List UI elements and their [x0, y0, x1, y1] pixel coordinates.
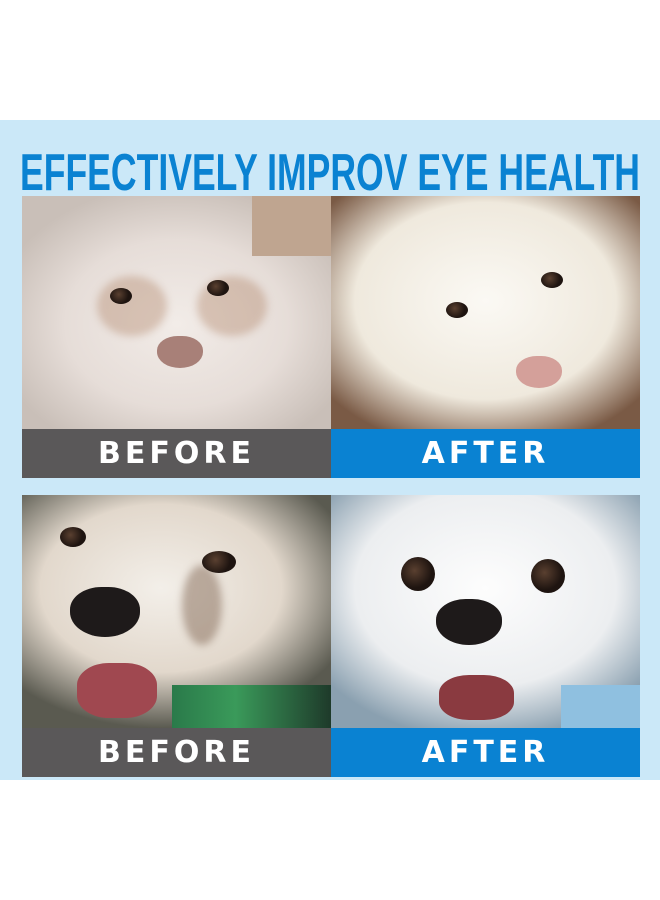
dog-eye — [531, 559, 565, 593]
tear-stain — [97, 276, 167, 336]
before-label: BEFORE — [22, 728, 331, 777]
dog-eye — [202, 551, 236, 573]
tear-stain — [182, 565, 222, 645]
dog-photo — [331, 196, 640, 429]
before-label: BEFORE — [22, 429, 331, 478]
dog-eye — [60, 527, 86, 547]
dog-eye — [446, 302, 468, 318]
after-photo-1: AFTER — [331, 196, 640, 478]
dog-collar — [561, 685, 640, 728]
after-label: AFTER — [331, 728, 640, 777]
dog-nose — [436, 599, 502, 645]
before-photo-2: BEFORE — [22, 495, 331, 777]
dog-eye — [541, 272, 563, 288]
headline-svg: EFFECTIVELY IMPROV EYE HEALTH — [20, 144, 640, 196]
after-label: AFTER — [331, 429, 640, 478]
headline-text: EFFECTIVELY IMPROV EYE HEALTH — [20, 144, 640, 196]
headline: EFFECTIVELY IMPROV EYE HEALTH — [20, 140, 640, 196]
before-photo-1: BEFORE — [22, 196, 331, 478]
dog-mouth — [439, 675, 514, 720]
dog-nose — [516, 356, 562, 388]
dog-eye — [207, 280, 229, 296]
dog-mouth — [77, 663, 157, 718]
after-photo-2: AFTER — [331, 495, 640, 777]
dog-nose — [157, 336, 203, 368]
dog-collar — [172, 685, 331, 728]
dog-photo — [22, 495, 331, 728]
dog-photo — [22, 196, 331, 429]
dog-eye — [401, 557, 435, 591]
dog-eye — [110, 288, 132, 304]
brick-wall — [252, 196, 331, 256]
dog-photo — [331, 495, 640, 728]
dog-nose — [70, 587, 140, 637]
